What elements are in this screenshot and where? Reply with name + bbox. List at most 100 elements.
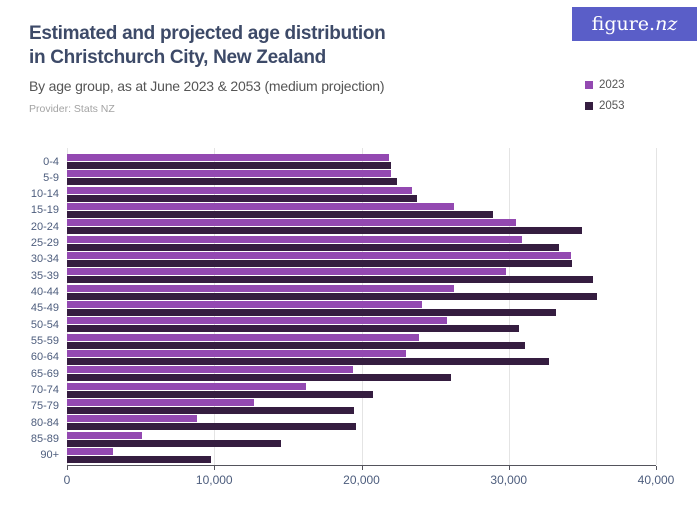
- legend-label-2053: 2053: [599, 100, 625, 112]
- bar-group-80-84: [67, 415, 356, 431]
- bar-group-35-39: [67, 268, 593, 284]
- bar-2053-45-49: [67, 308, 556, 316]
- bar-2053-40-44: [67, 292, 598, 300]
- y-axis-label-5-9: 5-9: [43, 171, 59, 184]
- bar-2023-25-29: [67, 235, 522, 243]
- bar-2023-55-59: [67, 333, 419, 341]
- bar-group-60-64: [67, 349, 549, 366]
- bar-group-25-29: [67, 235, 559, 252]
- page-title-line-2: in Christchurch City, New Zealand: [29, 47, 326, 68]
- bar-2053-65-69: [67, 374, 452, 382]
- y-axis-label-55-59: 55-59: [30, 335, 59, 348]
- bar-group-70-74: [67, 382, 374, 399]
- legend-item-2023: 2023: [585, 79, 625, 91]
- y-axis-label-70-74: 70-74: [30, 384, 59, 397]
- bar-2053-20-24: [67, 227, 583, 235]
- bar-2023-40-44: [67, 284, 455, 292]
- bar-2053-10-14: [67, 194, 418, 202]
- bar-group-15-19: [67, 202, 493, 219]
- bar-2023-85-89: [67, 431, 143, 439]
- bar-2023-80-84: [67, 415, 197, 423]
- bar-2023-90+: [67, 447, 113, 455]
- bar-group-0-4: [67, 154, 391, 170]
- bar-2023-75-79: [67, 398, 254, 406]
- bar-2023-35-39: [67, 268, 506, 276]
- chart-subtitle: By age group, as at June 2023 & 2053 (me…: [29, 78, 385, 94]
- x-tick-0: [67, 466, 68, 470]
- x-tick-20000: [361, 466, 363, 470]
- y-axis-label-65-69: 65-69: [30, 367, 59, 380]
- bar-group-85-89: [67, 431, 281, 448]
- bar-2053-0-4: [67, 162, 391, 169]
- x-axis-label-0: 0: [63, 473, 71, 487]
- bar-2053-50-54: [67, 325, 520, 333]
- y-axis-label-25-29: 25-29: [30, 237, 59, 250]
- chart-legend: 2023 2053: [585, 79, 625, 121]
- bar-2023-70-74: [67, 382, 306, 390]
- bar-2053-85-89: [67, 439, 281, 447]
- y-axis-label-90+: 90+: [40, 449, 59, 462]
- x-axis-label-10,000: 10,000: [195, 473, 233, 487]
- bar-2023-10-14: [67, 186, 412, 194]
- bar-2053-5-9: [67, 178, 397, 186]
- bar-2053-80-84: [67, 423, 356, 431]
- bar-2053-30-34: [67, 259, 573, 267]
- y-axis-label-40-44: 40-44: [30, 286, 59, 299]
- legend-label-2023: 2023: [599, 79, 625, 91]
- y-axis-label-80-84: 80-84: [30, 416, 59, 429]
- bar-group-10-14: [67, 186, 418, 203]
- figure-nz-logo-text: figure.nz: [591, 13, 678, 35]
- bar-group-40-44: [67, 284, 598, 301]
- y-axis-label-75-79: 75-79: [30, 400, 59, 413]
- page-title-line-1: Estimated and projected age distribution: [29, 23, 386, 44]
- bar-2053-75-79: [67, 406, 355, 414]
- bar-2053-35-39: [67, 276, 593, 284]
- bar-2023-60-64: [67, 349, 406, 357]
- legend-swatch-2053: [585, 102, 593, 110]
- bar-2053-70-74: [67, 390, 374, 398]
- x-tick-40000: [656, 466, 657, 470]
- bar-group-90+: [67, 447, 212, 464]
- bar-group-30-34: [67, 251, 573, 268]
- plot-area: [67, 148, 657, 470]
- bar-2023-15-19: [67, 202, 455, 210]
- bar-2023-30-34: [67, 251, 571, 259]
- bar-2023-20-24: [67, 219, 517, 227]
- bar-2023-0-4: [67, 154, 390, 161]
- bar-2053-15-19: [67, 210, 493, 218]
- x-axis-label-30,000: 30,000: [490, 473, 528, 487]
- bar-group-45-49: [67, 300, 556, 317]
- y-axis-label-20-24: 20-24: [30, 220, 59, 233]
- bar-group-20-24: [67, 219, 583, 235]
- y-axis-label-0-4: 0-4: [43, 155, 59, 168]
- bar-2023-65-69: [67, 366, 353, 374]
- bar-group-50-54: [67, 317, 520, 333]
- figure-nz-logo[interactable]: figure.nz: [572, 7, 697, 41]
- bar-2053-90+: [67, 455, 212, 463]
- bar-2023-45-49: [67, 300, 422, 308]
- gridline-40000: [656, 148, 657, 465]
- legend-item-2053: 2053: [585, 100, 625, 112]
- x-tick-10000: [214, 466, 216, 470]
- bar-2023-50-54: [67, 317, 447, 325]
- legend-swatch-2023: [585, 81, 593, 89]
- bar-group-55-59: [67, 333, 525, 350]
- bar-group-75-79: [67, 398, 355, 415]
- bar-2053-55-59: [67, 341, 525, 349]
- bar-group-65-69: [67, 366, 452, 382]
- x-tick-30000: [508, 466, 510, 470]
- y-axis-label-35-39: 35-39: [30, 269, 59, 282]
- chart-header: Estimated and projected age distribution…: [29, 22, 386, 115]
- gridline-30000: [508, 148, 510, 465]
- x-axis-label-40,000: 40,000: [637, 473, 675, 487]
- y-axis-label-30-34: 30-34: [30, 253, 59, 266]
- provider-credit: Provider: Stats NZ: [29, 103, 115, 115]
- bar-2053-25-29: [67, 243, 559, 251]
- x-axis-label-20,000: 20,000: [343, 473, 380, 487]
- y-axis-label-15-19: 15-19: [30, 204, 59, 217]
- bar-group-5-9: [67, 170, 397, 186]
- bar-2023-5-9: [67, 170, 391, 178]
- y-axis-label-60-64: 60-64: [30, 351, 59, 364]
